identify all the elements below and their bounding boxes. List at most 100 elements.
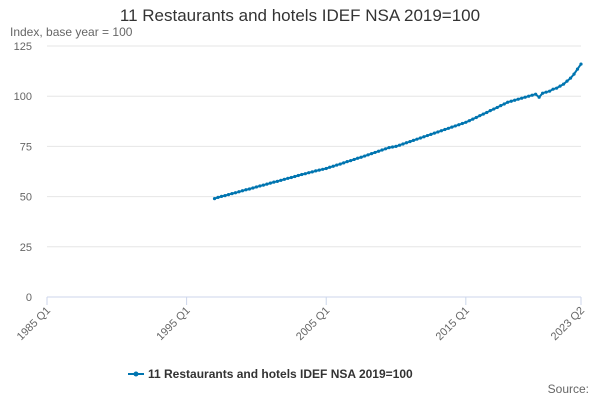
data-point bbox=[272, 180, 276, 184]
data-point bbox=[275, 179, 279, 183]
data-point bbox=[481, 112, 485, 116]
data-point bbox=[516, 97, 520, 101]
data-point bbox=[230, 191, 234, 196]
data-point bbox=[568, 76, 573, 80]
data-point bbox=[572, 72, 576, 76]
data-point bbox=[408, 139, 412, 144]
x-tick-label: 2015 Q1 bbox=[434, 305, 472, 343]
data-point bbox=[226, 192, 231, 197]
data-point bbox=[439, 129, 443, 133]
data-point bbox=[523, 95, 527, 99]
data-point bbox=[436, 130, 440, 134]
data-point bbox=[376, 149, 381, 153]
data-point bbox=[422, 135, 426, 139]
y-tick-label: 0 bbox=[26, 292, 32, 304]
data-point bbox=[279, 178, 283, 182]
data-point bbox=[418, 136, 423, 140]
data-point bbox=[293, 174, 297, 179]
x-tick-label: 2005 Q1 bbox=[294, 305, 332, 343]
data-point bbox=[443, 127, 447, 132]
data-point bbox=[352, 157, 356, 162]
data-point bbox=[478, 114, 482, 118]
data-point bbox=[247, 187, 252, 191]
data-point bbox=[565, 79, 569, 83]
data-point bbox=[534, 92, 538, 96]
data-point bbox=[383, 147, 388, 151]
data-point bbox=[265, 182, 269, 186]
data-point bbox=[415, 137, 419, 141]
data-point bbox=[411, 138, 416, 142]
data-point bbox=[342, 161, 346, 165]
x-tick-label: 2023 Q2 bbox=[549, 305, 587, 343]
data-point bbox=[432, 131, 437, 135]
data-point bbox=[537, 95, 541, 99]
legend-marker bbox=[133, 371, 139, 377]
data-point bbox=[558, 84, 562, 88]
data-point bbox=[488, 109, 492, 113]
data-point bbox=[223, 193, 227, 198]
y-tick-label: 25 bbox=[20, 242, 32, 254]
data-point bbox=[366, 153, 370, 157]
data-point bbox=[303, 172, 307, 176]
data-point bbox=[509, 99, 513, 103]
data-point bbox=[307, 171, 311, 175]
y-axis-label: Index, base year = 100 bbox=[10, 25, 133, 39]
data-point bbox=[520, 96, 524, 100]
data-point bbox=[394, 144, 398, 148]
data-point bbox=[261, 183, 265, 187]
data-point bbox=[453, 124, 457, 128]
data-point bbox=[425, 133, 430, 138]
data-point bbox=[579, 62, 583, 66]
x-tick-label: 1995 Q1 bbox=[154, 305, 192, 343]
data-point bbox=[471, 117, 475, 121]
data-point bbox=[286, 176, 290, 180]
y-tick-label: 50 bbox=[20, 192, 32, 204]
source: Source: bbox=[548, 382, 589, 396]
data-point bbox=[554, 86, 559, 90]
data-point bbox=[310, 170, 314, 174]
data-point bbox=[268, 181, 272, 185]
data-point bbox=[513, 98, 517, 102]
data-point bbox=[314, 169, 318, 173]
data-point bbox=[527, 94, 531, 98]
data-point bbox=[551, 87, 555, 91]
data-point bbox=[359, 155, 363, 159]
data-point bbox=[296, 173, 300, 178]
data-point bbox=[460, 121, 464, 126]
data-point bbox=[373, 150, 377, 155]
y-tick-label: 75 bbox=[20, 141, 32, 153]
data-point bbox=[530, 93, 534, 97]
data-point bbox=[324, 166, 328, 171]
data-point bbox=[349, 159, 353, 163]
data-point bbox=[387, 146, 391, 150]
data-point bbox=[300, 172, 304, 177]
data-point bbox=[219, 194, 224, 198]
data-point bbox=[356, 156, 360, 160]
data-point bbox=[474, 115, 478, 120]
data-point bbox=[561, 82, 566, 86]
data-point bbox=[457, 123, 461, 127]
data-point bbox=[401, 142, 405, 146]
data-point bbox=[502, 102, 506, 106]
data-point bbox=[397, 143, 402, 147]
data-point bbox=[575, 67, 580, 71]
data-point bbox=[369, 152, 374, 156]
data-point bbox=[506, 100, 510, 104]
data-point bbox=[212, 197, 217, 201]
data-point bbox=[464, 120, 468, 124]
chart-title: 11 Restaurants and hotels IDEF NSA 2019=… bbox=[120, 6, 480, 25]
data-point bbox=[485, 110, 489, 115]
legend-label: 11 Restaurants and hotels IDEF NSA 2019=… bbox=[148, 367, 413, 381]
data-point bbox=[251, 186, 255, 190]
x-tick-label: 1985 Q1 bbox=[15, 305, 53, 343]
data-point bbox=[289, 175, 293, 180]
data-point bbox=[390, 145, 395, 149]
data-point bbox=[328, 165, 332, 169]
series-line bbox=[214, 63, 582, 200]
data-point bbox=[404, 141, 409, 145]
data-point bbox=[244, 188, 248, 192]
data-point bbox=[541, 91, 545, 95]
y-tick-label: 125 bbox=[14, 41, 32, 53]
